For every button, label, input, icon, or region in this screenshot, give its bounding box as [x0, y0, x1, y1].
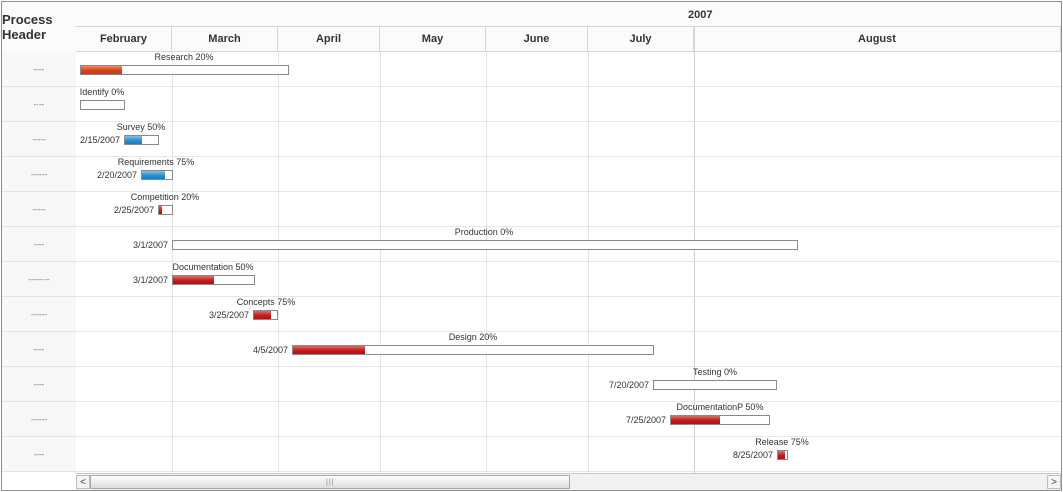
month-gridline	[172, 52, 173, 473]
task-bar[interactable]	[80, 65, 289, 75]
task-label: Release 75%	[755, 437, 809, 447]
task-label: Identify 0%	[79, 87, 125, 97]
process-row-label: ------	[2, 402, 76, 437]
task-start-date: 7/20/2007	[608, 380, 649, 390]
task-start-date: 3/1/2007	[132, 240, 168, 250]
task-bar[interactable]	[653, 380, 777, 390]
year-divider	[694, 27, 695, 52]
task-start-date: 8/25/2007	[732, 450, 773, 460]
task-start-date: 7/25/2007	[625, 415, 666, 425]
task-progress-fill	[159, 206, 162, 214]
task-label: Research 20%	[154, 52, 214, 62]
task-progress-fill	[173, 276, 214, 284]
process-row-label: ------	[2, 297, 76, 332]
process-row-label: ----	[2, 227, 76, 262]
task-start-date: 2/15/2007	[79, 135, 120, 145]
month-gridline	[380, 52, 381, 473]
process-row-label: ----	[2, 437, 76, 472]
month-header-march: March	[172, 27, 278, 52]
task-bar[interactable]	[777, 450, 788, 460]
task-progress-fill	[142, 171, 165, 179]
month-header-april: April	[278, 27, 380, 52]
task-bar[interactable]	[80, 100, 125, 110]
task-start-date: 2/20/2007	[96, 170, 137, 180]
month-gridline	[694, 52, 695, 473]
month-header-june: June	[486, 27, 588, 52]
process-row-label: -----	[2, 192, 76, 227]
scroll-thumb[interactable]: |||	[90, 475, 570, 489]
task-start-date: 2/25/2007	[113, 205, 154, 215]
task-progress-fill	[125, 136, 142, 144]
month-gridline	[486, 52, 487, 473]
task-bar[interactable]	[670, 415, 770, 425]
month-gridline	[588, 52, 589, 473]
row-gridline	[76, 191, 1061, 192]
month-header-february: February	[76, 27, 172, 52]
task-bar[interactable]	[158, 205, 173, 215]
process-row-label: ----	[2, 332, 76, 367]
task-label: Production 0%	[454, 227, 514, 237]
process-row-label: -·--	[2, 87, 76, 122]
timeline-area[interactable]: 2007 February March April May June July August…	[76, 2, 1061, 473]
process-header: Process Header	[2, 2, 76, 53]
month-header-august: August	[694, 27, 1061, 52]
task-label: Concepts 75%	[236, 297, 296, 307]
month-gridline	[278, 52, 279, 473]
task-progress-fill	[254, 311, 272, 319]
month-header-may: May	[380, 27, 486, 52]
task-label: DocumentationP 50%	[676, 402, 764, 412]
task-label: Documentation 50%	[172, 262, 254, 272]
task-label: Survey 50%	[116, 122, 166, 132]
task-progress-fill	[778, 451, 785, 459]
row-gridline	[76, 296, 1061, 297]
task-label: Design 20%	[448, 332, 498, 342]
row-gridline	[76, 261, 1061, 262]
task-progress-fill	[671, 416, 720, 424]
chevron-left-icon: <	[80, 476, 86, 488]
process-row-label: -----·--	[2, 262, 76, 297]
task-bar[interactable]	[253, 310, 278, 320]
row-gridline	[76, 471, 1061, 472]
row-gridline	[76, 226, 1061, 227]
task-progress-fill	[81, 66, 123, 74]
row-gridline	[76, 121, 1061, 122]
task-progress-fill	[293, 346, 365, 354]
scroll-left-button[interactable]: <	[76, 475, 90, 489]
task-label: Competition 20%	[130, 192, 200, 202]
row-gridline	[76, 331, 1061, 332]
scroll-corner	[2, 473, 76, 490]
process-row-label: ----	[2, 367, 76, 402]
task-start-date: 3/1/2007	[132, 275, 168, 285]
task-bar[interactable]	[292, 345, 654, 355]
row-gridline	[76, 366, 1061, 367]
process-row-label: -----	[2, 122, 76, 157]
process-row-label: ----	[2, 52, 76, 87]
row-gridline	[76, 156, 1061, 157]
year-header: 2007	[76, 2, 1061, 27]
chevron-right-icon: >	[1051, 476, 1057, 488]
scroll-grip-icon: |||	[326, 479, 335, 486]
row-gridline	[76, 436, 1061, 437]
scroll-right-button[interactable]: >	[1047, 475, 1061, 489]
process-column: Process Header ---- -·-- ----- ------ ----- -…	[2, 2, 76, 473]
month-header-july: July	[588, 27, 694, 52]
year-label: 2007	[688, 9, 713, 21]
task-start-date: 4/5/2007	[252, 345, 288, 355]
process-row-label: ------	[2, 157, 76, 192]
task-label: Requirements 75%	[117, 157, 195, 167]
task-bar[interactable]	[172, 240, 798, 250]
horizontal-scrollbar[interactable]: < ||| >	[76, 473, 1061, 490]
task-bar[interactable]	[141, 170, 173, 180]
task-label: Testing 0%	[692, 367, 738, 377]
task-bar[interactable]	[172, 275, 255, 285]
task-start-date: 3/25/2007	[208, 310, 249, 320]
task-bar[interactable]	[124, 135, 159, 145]
row-gridline	[76, 401, 1061, 402]
row-gridline	[76, 86, 1061, 87]
